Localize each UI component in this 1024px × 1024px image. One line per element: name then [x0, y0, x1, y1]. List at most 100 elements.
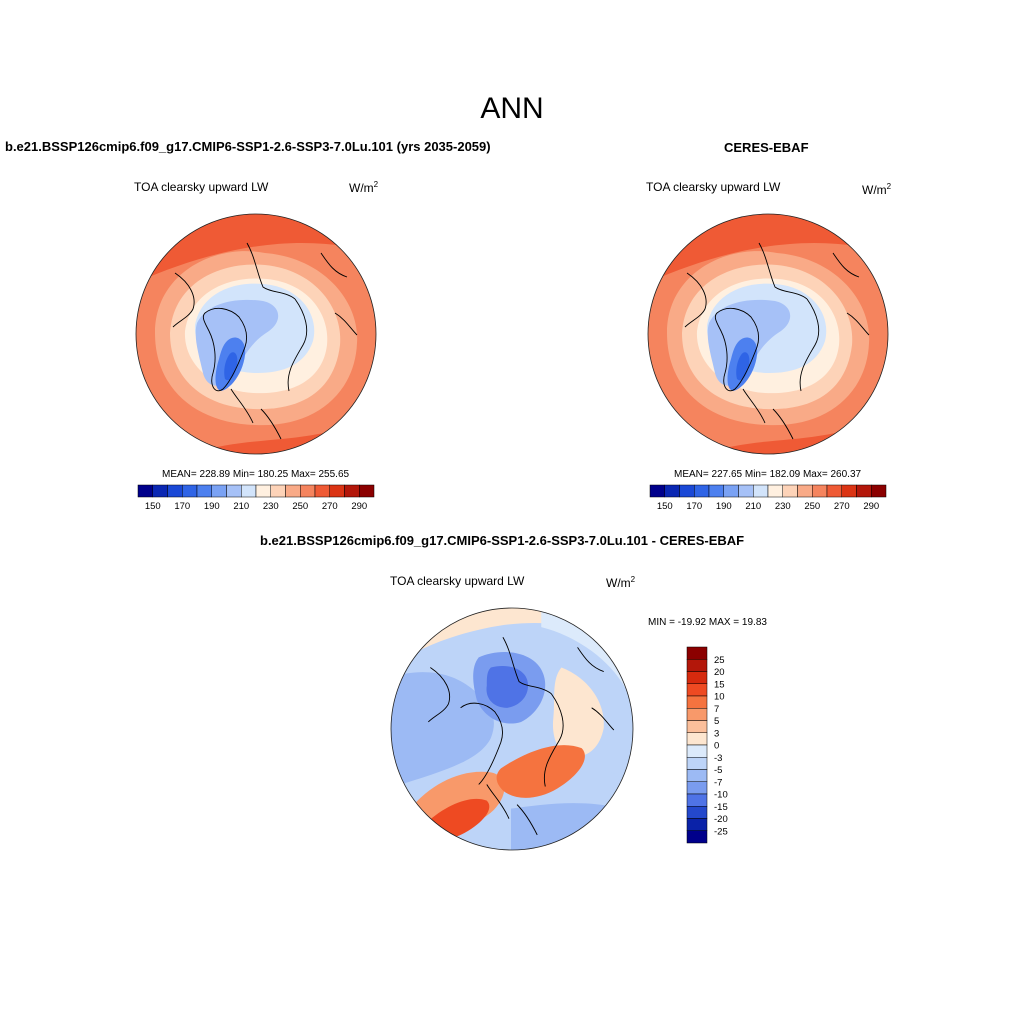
field-band	[391, 672, 494, 789]
colorbar-tick-label: 290	[351, 501, 367, 512]
colorbar-swatch	[314, 484, 330, 498]
colorbar-tick-label: 230	[263, 501, 279, 512]
coastline	[486, 784, 538, 836]
colorbar-swatch	[686, 732, 708, 746]
colorbar-swatch	[359, 484, 375, 498]
colorbar-swatch	[686, 646, 708, 660]
colorbar-swatch	[753, 484, 769, 498]
colorbar-swatch	[664, 484, 680, 498]
diff-units-label: W/m2	[606, 575, 636, 590]
diff-panel-title: b.e21.BSSP126cmip6.f09_g17.CMIP6-SSP1-2.…	[260, 533, 745, 548]
model-variable-label: TOA clearsky upward LW	[134, 180, 269, 194]
colorbar-swatch	[686, 720, 708, 733]
colorbar-swatch	[211, 484, 227, 498]
colorbar-tick-label: -5	[714, 765, 722, 776]
field-band	[496, 745, 585, 798]
colorbar-swatch	[723, 484, 739, 498]
coastline	[543, 693, 564, 787]
field	[648, 214, 888, 454]
colorbar-tick-label: 170	[686, 501, 702, 512]
colorbar-tick-label: -20	[714, 814, 728, 825]
coastline	[577, 647, 615, 731]
colorbar-swatch	[686, 769, 708, 782]
colorbar-tick-label: 20	[714, 667, 725, 678]
model-colorbar: 150 170 190 210 230 250 270 290	[137, 484, 375, 512]
colorbar-swatch	[686, 757, 708, 770]
colorbar-swatch	[686, 818, 708, 831]
map-border	[390, 607, 634, 851]
colorbar-swatch	[812, 484, 828, 498]
colorbar-tick-label: 190	[204, 501, 220, 512]
coastline	[714, 307, 760, 392]
colorbar-swatch	[856, 484, 872, 498]
colorbar-swatch	[686, 683, 708, 697]
obs-units-label: W/m2	[862, 182, 892, 197]
colorbar-tick-label: 3	[714, 728, 719, 739]
colorbar-swatch	[300, 484, 316, 498]
colorbar-swatch	[694, 484, 710, 498]
colorbar-swatch	[686, 671, 708, 684]
colorbar-tick-label: 25	[714, 655, 725, 666]
colorbar-tick-label: -15	[714, 802, 728, 813]
colorbar-swatch	[344, 484, 360, 498]
map-border	[135, 213, 377, 455]
model-stats-text: MEAN= 228.89 Min= 180.25 Max= 255.65	[162, 469, 350, 480]
colorbar-swatch	[329, 484, 345, 498]
colorbar-tick-label: 210	[745, 501, 761, 512]
colorbar-swatch	[738, 484, 754, 498]
colorbar-swatch	[686, 744, 708, 758]
diff-stats-text: MIN = -19.92 MAX = 19.83	[648, 617, 767, 628]
colorbar-tick-label: 210	[233, 501, 249, 512]
diff-variable-label: TOA clearsky upward LW	[390, 574, 525, 588]
coastline	[320, 252, 358, 336]
colorbar-tick-label: 170	[174, 501, 190, 512]
colorbar-tick-label: -3	[714, 753, 722, 764]
colorbar-tick-label: 0	[714, 741, 719, 752]
colorbar-swatch	[686, 708, 708, 721]
coastline	[502, 637, 552, 695]
colorbar-swatch	[686, 830, 708, 844]
colorbar-tick-label: -10	[714, 790, 728, 801]
obs-polar-map	[647, 213, 889, 455]
colorbar-swatch	[270, 484, 286, 498]
coastline	[832, 252, 870, 336]
colorbar-tick-label: 5	[714, 716, 719, 727]
colorbar-tick-label: 250	[292, 501, 308, 512]
colorbar-tick-label: -7	[714, 777, 722, 788]
colorbar-swatch	[708, 484, 724, 498]
colorbar-tick-label: 290	[863, 501, 879, 512]
field	[136, 214, 376, 454]
coastline	[684, 272, 707, 328]
coastline	[742, 388, 794, 440]
model-panel-title: b.e21.BSSP126cmip6.f09_g17.CMIP6-SSP1-2.…	[5, 139, 491, 154]
diff-polar-map	[390, 607, 634, 851]
colorbar-tick-label: 250	[804, 501, 820, 512]
obs-stats-text: MEAN= 227.65 Min= 182.09 Max= 260.37	[674, 469, 862, 480]
colorbar-swatch	[686, 793, 708, 807]
coastline	[460, 702, 503, 785]
coastline	[246, 242, 296, 300]
colorbar-swatch	[152, 484, 168, 498]
colorbar-tick-label: 10	[714, 692, 725, 703]
colorbar-swatch	[871, 484, 887, 498]
page-title: ANN	[480, 92, 544, 125]
colorbar-swatch	[686, 659, 708, 672]
colorbar-swatch	[686, 781, 708, 795]
coastline	[758, 242, 808, 300]
colorbar-swatch	[782, 484, 798, 498]
map-border	[647, 213, 889, 455]
obs-variable-label: TOA clearsky upward LW	[646, 180, 781, 194]
colorbar-tick-label: 190	[716, 501, 732, 512]
field-band	[510, 803, 622, 850]
coastline	[230, 388, 282, 440]
obs-panel-title: CERES-EBAF	[724, 140, 809, 155]
coastline	[287, 298, 308, 392]
field-band	[486, 665, 529, 708]
model-units-label: W/m2	[349, 180, 379, 195]
colorbar-swatch	[241, 484, 257, 498]
colorbar-tick-label: 7	[714, 704, 719, 715]
colorbar-tick-label: -25	[714, 826, 728, 837]
model-polar-map	[135, 213, 377, 455]
colorbar-swatch	[285, 484, 301, 498]
